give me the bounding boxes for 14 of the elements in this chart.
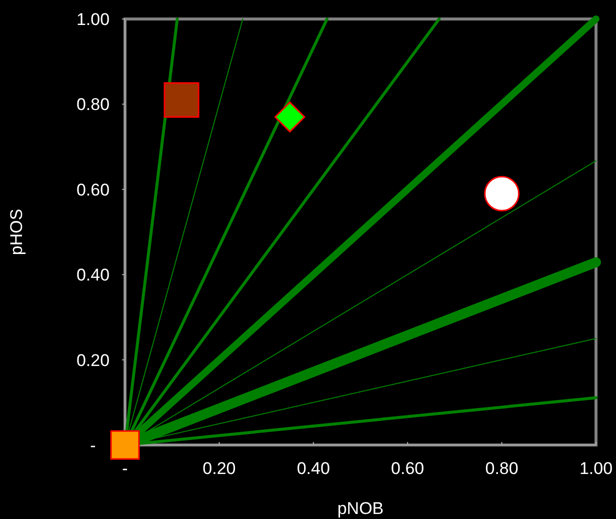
x-tick-label: 0.40 (296, 459, 330, 478)
y-tick-label: - (90, 436, 96, 455)
x-tick-label: 1.00 (579, 459, 613, 478)
y-tick-label: 0.60 (76, 180, 110, 200)
x-tick-label: 0.60 (391, 459, 424, 478)
y-axis-title: pHOS (7, 208, 26, 256)
y-tick-label: 1.00 (76, 10, 110, 29)
x-axis-title: pNOB (337, 499, 384, 518)
x-tick-label: - (122, 459, 128, 478)
y-tick-label: 0.40 (76, 266, 110, 285)
y-tick-label: 0.20 (76, 350, 110, 370)
x-tick-label: 0.20 (202, 459, 236, 478)
y-tick-label: 0.80 (76, 95, 110, 114)
x-tick-label: 0.80 (485, 459, 518, 478)
